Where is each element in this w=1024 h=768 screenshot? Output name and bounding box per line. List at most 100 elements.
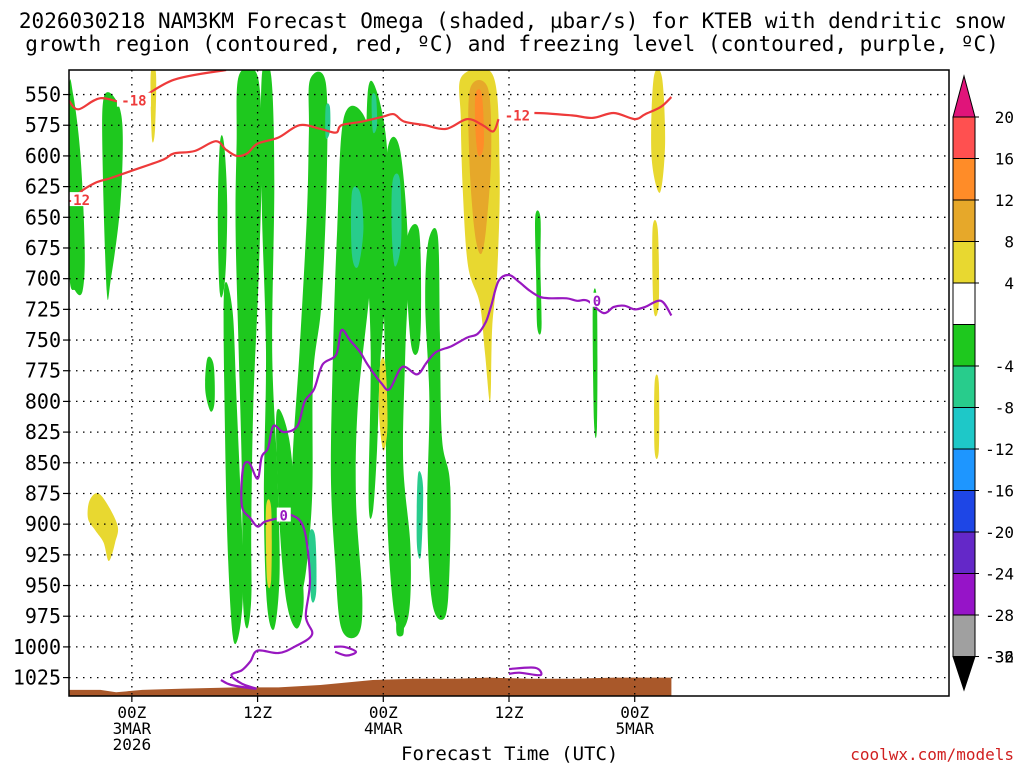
ground-surface: [69, 677, 672, 696]
omega-region: [651, 70, 666, 193]
omega-region: [391, 173, 402, 267]
dgz-contour: [69, 70, 227, 111]
y-tick-label: 800: [25, 389, 61, 413]
omega-region: [405, 224, 422, 355]
colorbar-label: -4: [995, 357, 1014, 376]
omega-region: [592, 288, 598, 439]
colorbar-bin: [952, 365, 976, 408]
dgz-contour: [69, 112, 500, 206]
x-tick-label: 12Z: [495, 703, 524, 722]
x-tick-label: 00Z: [117, 703, 146, 722]
colorbar-label: 8: [1004, 233, 1014, 252]
colorbar-bin: [952, 116, 976, 159]
omega-region: [235, 70, 262, 629]
omega-region: [205, 356, 215, 412]
y-tick-label: 750: [25, 328, 61, 352]
colorbar-over-arrow: [952, 74, 976, 118]
y-tick-label: 900: [25, 512, 61, 536]
dgz-contour-label: -12: [505, 108, 530, 124]
x-tick-label: 00Z: [369, 703, 398, 722]
colorbar-bin: [952, 324, 976, 367]
omega-region: [371, 93, 378, 134]
colorbar-bin: [952, 490, 976, 533]
omega-region: [102, 92, 123, 301]
colorbar-label: -8: [995, 399, 1014, 418]
plot-area: -18 -12 -12 0 0: [65, 70, 949, 696]
y-tick-label: 575: [25, 113, 61, 137]
omega-region: [217, 135, 228, 298]
y-tick-label: 875: [25, 481, 61, 505]
y-tick-label: 550: [25, 83, 61, 107]
colorbar-label: 4: [1004, 274, 1014, 293]
y-tick-label: 975: [25, 604, 61, 628]
colorbar-bin: [952, 407, 976, 450]
y-tick-label: 625: [25, 175, 61, 199]
freezing-level-contour: [220, 328, 427, 690]
x-tick-label: 00Z: [620, 703, 649, 722]
colorbar-label: -24: [985, 565, 1014, 584]
x-tick-label: 3MAR: [113, 719, 152, 738]
freezing-level-contour: [424, 273, 673, 366]
omega-region: [378, 357, 388, 451]
freezing-level-contour: [508, 666, 543, 677]
dgz-contour: [519, 96, 673, 121]
omega-region: [468, 80, 492, 255]
colorbar-label: 12: [995, 191, 1014, 210]
x-tick-label: 5MAR: [615, 719, 654, 738]
freezing-level-label: 0: [593, 294, 601, 310]
x-tick-label: 12Z: [243, 703, 272, 722]
freezing-level-label: 0: [280, 509, 288, 525]
omega-region: [306, 277, 315, 367]
site-credit: coolwx.com/models: [850, 745, 1014, 764]
y-tick-label: 650: [25, 205, 61, 229]
colorbar-bin: [952, 241, 976, 284]
colorbar-label: -28: [985, 606, 1014, 625]
colorbar-bin: [952, 531, 976, 574]
plot-background: [69, 70, 949, 696]
freezing-level-contour: [333, 645, 358, 657]
omega-region: [652, 219, 660, 317]
colorbar-bin: [952, 199, 976, 242]
y-tick-label: 950: [25, 574, 61, 598]
x-axis-label: Forecast Time (UTC): [401, 743, 619, 765]
y-tick-label: 1025: [13, 666, 61, 690]
colorbar-label: -12: [985, 440, 1014, 459]
omega-region: [150, 70, 157, 143]
y-tick-label: 600: [25, 144, 61, 168]
y-tick-label: 700: [25, 267, 61, 291]
colorbar-label: -16: [985, 482, 1014, 501]
omega-region: [223, 281, 244, 645]
colorbar-bin: [952, 158, 976, 201]
colorbar-label: -36: [985, 648, 1014, 667]
y-tick-label: 825: [25, 420, 61, 444]
colorbar-bin: [952, 282, 976, 325]
y-tick-label: 725: [25, 297, 61, 321]
y-tick-label: 775: [25, 359, 61, 383]
colorbar-label: 20: [995, 108, 1014, 127]
omega-region: [87, 493, 119, 561]
colorbar-label: -32: [985, 648, 1014, 667]
x-tick-label: 2026: [113, 735, 152, 754]
colorbar-bin: [952, 448, 976, 491]
dgz-contour-label: -12: [65, 193, 90, 209]
y-tick-label: 850: [25, 451, 61, 475]
omega-region: [330, 105, 376, 639]
y-tick-label: 675: [25, 236, 61, 260]
omega-region: [535, 210, 542, 335]
omega-region: [416, 471, 424, 559]
omega-region: [396, 618, 404, 637]
omega-region: [654, 374, 660, 459]
dgz-contour-label: -18: [121, 94, 146, 110]
omega-region: [425, 227, 451, 620]
colorbar-bin: [952, 573, 976, 616]
y-tick-label: 1000: [13, 635, 61, 659]
y-tick-label: 925: [25, 543, 61, 567]
colorbar-label: -20: [985, 523, 1014, 542]
colorbar-label: 16: [995, 150, 1014, 169]
chart-title-line-1: 2026030218 NAM3KM Forecast Omega (shaded…: [18, 9, 1006, 33]
x-tick-label: 4MAR: [364, 719, 403, 738]
chart-title-line-2: growth region (contoured, red, ºC) and f…: [25, 32, 999, 56]
omega-region: [383, 136, 411, 631]
omega-region: [260, 70, 280, 630]
